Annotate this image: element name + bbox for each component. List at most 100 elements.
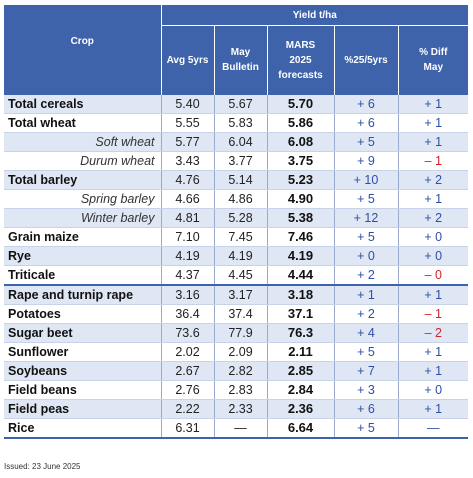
forecast-value: 4.90: [266, 189, 334, 209]
table-row: Total cereals 5.40 5.67 5.70 + 6 + 1: [4, 94, 469, 114]
may-bulletin-value: 2.33: [213, 399, 267, 419]
may-bulletin-value: 5.14: [213, 170, 267, 190]
mars-forecasts-header-line-3: forecasts: [278, 69, 323, 81]
crop-name: Total cereals: [4, 94, 161, 114]
forecast-value: 2.84: [266, 380, 334, 400]
crop-name: Total wheat: [4, 113, 161, 133]
may-bulletin-value: 4.86: [213, 189, 267, 209]
forecast-value: 5.38: [266, 208, 334, 228]
pct-diff-may-value: + 1: [397, 132, 469, 152]
pct-diff-may-value: + 1: [397, 94, 469, 114]
forecast-value: 6.64: [266, 418, 334, 439]
avg-5yrs-value: 5.77: [160, 132, 214, 152]
pct-vs-5yrs-value: + 5: [333, 342, 398, 362]
pct-diff-may-value: + 1: [397, 399, 469, 419]
mars-forecasts-header: MARS 2025 forecasts: [266, 25, 334, 95]
pct-diff-may-value: + 2: [397, 208, 469, 228]
may-bulletin-value: 4.19: [213, 246, 267, 266]
pct-diff-may-value: + 2: [397, 170, 469, 190]
table-row: Durum wheat 3.43 3.77 3.75 + 9– 1: [4, 151, 469, 171]
crop-name: Durum wheat: [4, 151, 161, 171]
forecast-value: 3.75: [266, 151, 334, 171]
mars-forecasts-header-line-1: MARS: [285, 39, 316, 51]
pct-vs-5yrs-value: + 10: [333, 170, 398, 190]
table-header: Yield t/ha Crop Avg 5yrs May Bulletin MAR…: [4, 5, 469, 95]
table-row: Soybeans 2.67 2.82 2.85 + 7 + 1: [4, 361, 469, 381]
pct-vs-5yrs-header: %25/5yrs: [333, 25, 398, 95]
header-row-group: Yield t/ha: [4, 5, 469, 26]
table-row: Rye 4.19 4.19 4.19 + 0 + 0: [4, 246, 469, 266]
pct-vs-5yrs-value: + 5: [333, 189, 398, 209]
may-bulletin-header: May Bulletin: [213, 25, 267, 95]
table-row: Total wheat 5.55 5.83 5.86 + 6 + 1: [4, 113, 469, 133]
table-row: Spring barley 4.66 4.86 4.90 + 5 + 1: [4, 189, 469, 209]
forecast-value: 5.70: [266, 94, 334, 114]
pct-vs-5yrs-header-line-1: %25/5yrs: [344, 54, 388, 66]
table-row: Potatoes 36.4 37.4 37.1 + 2– 1: [4, 304, 469, 324]
may-bulletin-value: 2.09: [213, 342, 267, 362]
avg-5yrs-value: 73.6: [160, 323, 214, 343]
table-row: Field peas 2.22 2.33 2.36 + 6 + 1: [4, 399, 469, 419]
pct-diff-may-value: + 0: [397, 246, 469, 266]
table-row: Triticale 4.37 4.45 4.44 + 2– 0: [4, 265, 469, 285]
may-bulletin-value: 37.4: [213, 304, 267, 324]
forecast-value: 4.44: [266, 265, 334, 285]
crop-name: Soybeans: [4, 361, 161, 381]
avg-5yrs-value: 6.31: [160, 418, 214, 439]
forecast-value: 2.36: [266, 399, 334, 419]
avg-5yrs-value: 2.02: [160, 342, 214, 362]
crop-name: Sugar beet: [4, 323, 161, 343]
may-bulletin-value: 2.83: [213, 380, 267, 400]
avg-5yrs-value: 3.43: [160, 151, 214, 171]
pct-diff-may-value: – 2: [397, 323, 469, 343]
pct-vs-5yrs-value: + 6: [333, 113, 398, 133]
pct-diff-may-value: + 1: [397, 189, 469, 209]
table-row: Grain maize 7.10 7.45 7.46 + 5 + 0: [4, 227, 469, 247]
forecast-value: 2.85: [266, 361, 334, 381]
table-row: Rice 6.31—6.64 + 5—: [4, 418, 469, 439]
may-bulletin-value: 5.83: [213, 113, 267, 133]
table-row: Total barley 4.76 5.14 5.23 + 10 + 2: [4, 170, 469, 190]
may-bulletin-value: 6.04: [213, 132, 267, 152]
avg-5yrs-value: 2.22: [160, 399, 214, 419]
pct-diff-may-value: – 1: [397, 304, 469, 324]
avg-5yrs-value: 2.76: [160, 380, 214, 400]
pct-diff-may-header-line-1: % Diff: [419, 47, 448, 59]
pct-diff-may-value: – 1: [397, 151, 469, 171]
avg-5yrs-value: 4.76: [160, 170, 214, 190]
pct-vs-5yrs-value: + 6: [333, 94, 398, 114]
table-row: Soft wheat 5.77 6.04 6.08 + 5 + 1: [4, 132, 469, 152]
crop-name: Rice: [4, 418, 161, 439]
crop-name: Total barley: [4, 170, 161, 190]
table-body: Total cereals 5.40 5.67 5.70 + 6 + 1 Total whe…: [4, 94, 469, 439]
pct-vs-5yrs-value: + 5: [333, 418, 398, 439]
pct-vs-5yrs-value: + 6: [333, 399, 398, 419]
mars-forecasts-header-line-2: 2025: [289, 54, 312, 66]
crop-name: Triticale: [4, 265, 161, 285]
pct-diff-may-value: – 0: [397, 265, 469, 285]
crop-name: Field beans: [4, 380, 161, 400]
crop-name: Spring barley: [4, 189, 161, 209]
table-row: Rape and turnip rape 3.16 3.17 3.18 + 1 + 1: [4, 283, 469, 305]
may-bulletin-value: 3.77: [213, 151, 267, 171]
may-bulletin-value: 7.45: [213, 227, 267, 247]
pct-diff-may-header: % Diff May: [397, 25, 469, 95]
avg-5yrs-value: 3.16: [160, 283, 214, 305]
avg-5yrs-value: 7.10: [160, 227, 214, 247]
forecast-value: 5.23: [266, 170, 334, 190]
may-bulletin-value: 5.28: [213, 208, 267, 228]
crop-name: Rye: [4, 246, 161, 266]
pct-diff-may-header-line-2: May: [423, 62, 443, 74]
pct-vs-5yrs-value: + 7: [333, 361, 398, 381]
pct-vs-5yrs-value: + 12: [333, 208, 398, 228]
pct-vs-5yrs-value: + 5: [333, 227, 398, 247]
pct-vs-5yrs-value: + 9: [333, 151, 398, 171]
forecast-value: 4.19: [266, 246, 334, 266]
pct-vs-5yrs-value: + 0: [333, 246, 398, 266]
table-row: Winter barley 4.81 5.28 5.38 + 12 + 2: [4, 208, 469, 228]
may-bulletin-value: 2.82: [213, 361, 267, 381]
forecast-value: 6.08: [266, 132, 334, 152]
pct-diff-may-value: + 1: [397, 113, 469, 133]
forecast-value: 76.3: [266, 323, 334, 343]
avg-5yrs-header: Avg 5yrs: [160, 25, 214, 95]
